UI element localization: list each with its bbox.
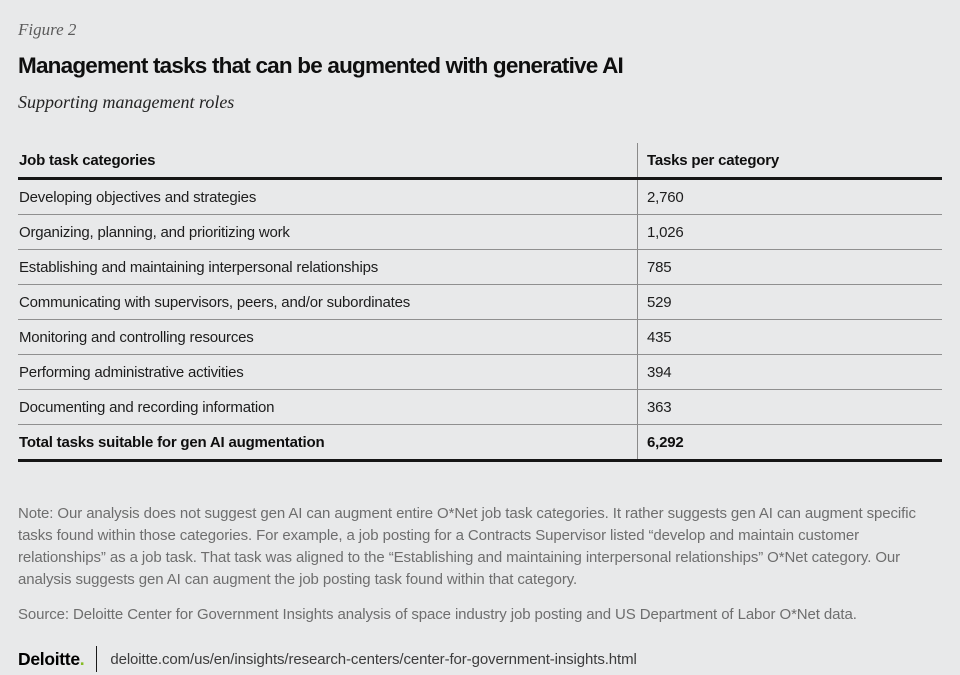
task-category-cell: Monitoring and controlling resources (19, 328, 254, 346)
table-row: Documenting and recording information 36… (18, 390, 942, 425)
task-count-cell: 785 (637, 250, 942, 284)
footer-divider (96, 646, 98, 672)
figure-subtitle: Supporting management roles (18, 92, 235, 112)
source-text: Source: Deloitte Center for Government I… (18, 606, 857, 623)
total-count-cell: 6,292 (637, 425, 942, 459)
table-header-row: Job task categories Tasks per category (18, 143, 942, 180)
tasks-table: Job task categories Tasks per category D… (18, 143, 942, 462)
task-count-cell: 1,026 (637, 215, 942, 249)
figure-label: Figure 2 (18, 20, 77, 39)
table-row: Organizing, planning, and prioritizing w… (18, 215, 942, 250)
task-category-cell: Performing administrative activities (19, 363, 244, 381)
task-count-cell: 2,760 (637, 180, 942, 214)
column-header-tasks-per-category: Tasks per category (637, 143, 942, 177)
task-category-cell: Developing objectives and strategies (19, 188, 257, 206)
task-category-cell: Communicating with supervisors, peers, a… (19, 293, 411, 311)
table-row: Monitoring and controlling resources 435 (18, 320, 942, 355)
footer-url: deloitte.com/us/en/insights/research-cen… (110, 650, 637, 668)
total-label-cell: Total tasks suitable for gen AI augmenta… (19, 433, 325, 451)
deloitte-logo: Deloitte. (18, 648, 85, 670)
task-count-cell: 394 (637, 355, 942, 389)
task-category-cell: Establishing and maintaining interperson… (19, 258, 379, 276)
table-total-row: Total tasks suitable for gen AI augmenta… (18, 425, 942, 462)
task-count-cell: 435 (637, 320, 942, 354)
task-count-cell: 529 (637, 285, 942, 319)
table-row: Developing objectives and strategies 2,7… (18, 180, 942, 215)
deloitte-wordmark: Deloitte (18, 648, 80, 669)
table-row: Communicating with supervisors, peers, a… (18, 285, 942, 320)
figure-title: Management tasks that can be augmented w… (18, 53, 624, 78)
table-row: Establishing and maintaining interperson… (18, 250, 942, 285)
table-row: Performing administrative activities 394 (18, 355, 942, 390)
task-category-cell: Organizing, planning, and prioritizing w… (19, 223, 290, 241)
column-header-job-task-categories: Job task categories (19, 151, 156, 169)
task-category-cell: Documenting and recording information (19, 398, 275, 416)
note-text: Note: Our analysis does not suggest gen … (18, 505, 916, 588)
deloitte-green-dot: . (79, 648, 85, 669)
footer: Deloitte. deloitte.com/us/en/insights/re… (18, 646, 942, 672)
task-count-cell: 363 (637, 390, 942, 424)
